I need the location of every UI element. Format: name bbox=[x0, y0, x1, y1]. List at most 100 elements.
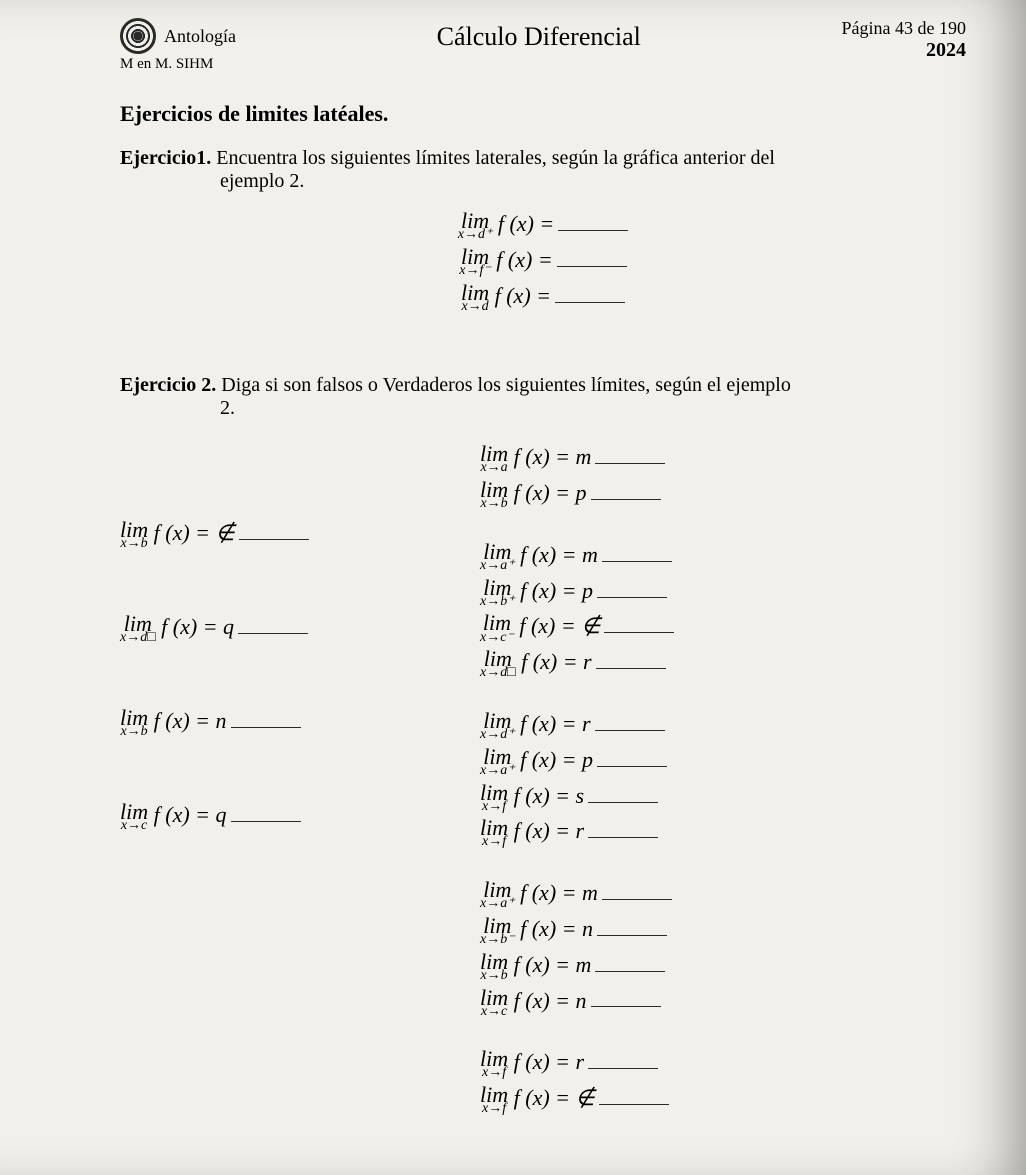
function-fx: f (x) bbox=[156, 614, 203, 639]
header: Antología M en M. SIHM Cálculo Diferenci… bbox=[120, 18, 966, 73]
answer-blank[interactable] bbox=[555, 289, 625, 302]
answer-blank[interactable] bbox=[588, 1056, 658, 1069]
lim-symbol: limx→f bbox=[480, 816, 508, 850]
function-fx: f (x) bbox=[489, 283, 536, 308]
left-group: limx→c f (x) = q bbox=[120, 800, 420, 834]
left-group: limx→d□ f (x) = q bbox=[120, 612, 420, 646]
answer-blank[interactable] bbox=[231, 715, 301, 728]
ex2-right-col: limx→a f (x) = mlimx→b f (x) = p limx→a⁺ … bbox=[480, 440, 966, 1145]
ex2-left-col: limx→b f (x) = ∉ limx→d□ f (x) = q limx→b … bbox=[120, 440, 420, 1145]
equals-rhs: = ∉ bbox=[561, 613, 601, 638]
limit-equation: limx→c⁻ f (x) = ∉ bbox=[480, 611, 966, 645]
answer-blank[interactable] bbox=[238, 621, 308, 634]
lim-symbol: limx→a⁺ bbox=[480, 878, 515, 912]
logo-icon bbox=[120, 18, 156, 54]
lim-symbol: limx→f⁻ bbox=[459, 245, 491, 279]
lim-symbol: limx→c bbox=[120, 800, 148, 834]
limit-equation: limx→b⁺ f (x) = p bbox=[480, 576, 966, 610]
limit-equation: limx→f f (x) = s bbox=[480, 781, 966, 815]
function-fx: f (x) bbox=[515, 916, 562, 941]
equals-rhs: = r bbox=[555, 818, 584, 843]
limit-equation: limx→a⁺ f (x) = p bbox=[480, 745, 966, 779]
answer-blank[interactable] bbox=[597, 923, 667, 936]
lim-symbol: limx→f bbox=[480, 781, 508, 815]
limit-equation: limx→a⁺ f (x) = m bbox=[480, 540, 966, 574]
function-fx: f (x) bbox=[508, 480, 555, 505]
answer-blank[interactable] bbox=[558, 218, 628, 231]
answer-blank[interactable] bbox=[602, 887, 672, 900]
answer-blank[interactable] bbox=[591, 487, 661, 500]
answer-blank[interactable] bbox=[239, 527, 309, 540]
answer-blank[interactable] bbox=[588, 825, 658, 838]
answer-blank[interactable] bbox=[595, 718, 665, 731]
exercise-2-text: Diga si son falsos o Verdaderos los sigu… bbox=[221, 374, 791, 396]
answer-blank[interactable] bbox=[597, 584, 667, 597]
limit-equation: limx→b⁻ f (x) = n bbox=[480, 914, 966, 948]
answer-blank[interactable] bbox=[595, 451, 665, 464]
right-group: limx→a f (x) = mlimx→b f (x) = p bbox=[480, 442, 966, 512]
page-number: Página 43 de 190 bbox=[842, 18, 966, 39]
limit-equation: limx→f⁻ f (x) = bbox=[120, 245, 966, 279]
lim-symbol: limx→f bbox=[480, 1083, 508, 1117]
lim-symbol: limx→d bbox=[461, 281, 489, 315]
lim-symbol: limx→d□ bbox=[120, 612, 156, 646]
page-number-block: Página 43 de 190 2024 bbox=[842, 18, 966, 62]
answer-blank[interactable] bbox=[595, 958, 665, 971]
lim-symbol: limx→b⁻ bbox=[480, 914, 515, 948]
function-fx: f (x) bbox=[492, 211, 539, 236]
answer-blank[interactable] bbox=[588, 789, 658, 802]
limit-equation: limx→d⁺ f (x) = bbox=[120, 209, 966, 243]
page: Antología M en M. SIHM Cálculo Diferenci… bbox=[0, 0, 1026, 1175]
function-fx: f (x) bbox=[508, 952, 555, 977]
right-group: limx→f f (x) = r limx→f f (x) = ∉ bbox=[480, 1047, 966, 1117]
equals-rhs: = bbox=[539, 211, 554, 236]
section-title: Ejercicios de limites latéales. bbox=[120, 101, 966, 127]
limit-equation: limx→d⁺ f (x) = r bbox=[480, 709, 966, 743]
equals-rhs: = bbox=[538, 247, 553, 272]
equals-rhs: = r bbox=[562, 711, 591, 736]
lim-symbol: limx→a⁺ bbox=[480, 540, 515, 574]
function-fx: f (x) bbox=[515, 542, 562, 567]
limit-equation: limx→b f (x) = n bbox=[120, 706, 420, 740]
equals-rhs: = q bbox=[203, 614, 234, 639]
answer-blank[interactable] bbox=[597, 754, 667, 767]
lim-symbol: limx→b bbox=[480, 478, 508, 512]
doc-title: Cálculo Diferencial bbox=[437, 22, 641, 52]
equals-rhs: = r bbox=[555, 1049, 584, 1074]
answer-blank[interactable] bbox=[602, 549, 672, 562]
equals-rhs: = q bbox=[195, 802, 226, 827]
limit-equation: limx→d□ f (x) = q bbox=[120, 612, 420, 646]
function-fx: f (x) bbox=[508, 1049, 555, 1074]
equals-rhs: = m bbox=[555, 952, 591, 977]
limit-equation: limx→a⁺ f (x) = m bbox=[480, 878, 966, 912]
answer-blank[interactable] bbox=[591, 994, 661, 1007]
equals-rhs: = p bbox=[562, 747, 593, 772]
left-group: limx→b f (x) = n bbox=[120, 706, 420, 740]
lim-symbol: limx→b bbox=[120, 706, 148, 740]
limit-equation: limx→f f (x) = ∉ bbox=[480, 1083, 966, 1117]
equals-rhs: = ∉ bbox=[195, 520, 235, 545]
function-fx: f (x) bbox=[148, 802, 195, 827]
lim-symbol: limx→b⁺ bbox=[480, 576, 515, 610]
function-fx: f (x) bbox=[508, 818, 555, 843]
equals-rhs: = ∉ bbox=[555, 1085, 595, 1110]
lim-symbol: limx→d□ bbox=[480, 647, 516, 681]
answer-blank[interactable] bbox=[557, 254, 627, 267]
lim-symbol: limx→b bbox=[120, 518, 148, 552]
limit-equation: limx→b f (x) = m bbox=[480, 950, 966, 984]
limit-equation: limx→b f (x) = ∉ bbox=[120, 518, 420, 552]
limit-equation: limx→b f (x) = p bbox=[480, 478, 966, 512]
header-left: Antología M en M. SIHM bbox=[120, 18, 236, 73]
answer-blank[interactable] bbox=[599, 1092, 669, 1105]
function-fx: f (x) bbox=[515, 578, 562, 603]
answer-blank[interactable] bbox=[604, 620, 674, 633]
lim-symbol: limx→d⁺ bbox=[458, 209, 493, 243]
function-fx: f (x) bbox=[148, 708, 195, 733]
equals-rhs: = p bbox=[562, 578, 593, 603]
limit-equation: limx→d f (x) = bbox=[120, 281, 966, 315]
answer-blank[interactable] bbox=[231, 808, 301, 821]
answer-blank[interactable] bbox=[596, 656, 666, 669]
limit-equation: limx→c f (x) = q bbox=[120, 800, 420, 834]
limit-equation: limx→c f (x) = n bbox=[480, 986, 966, 1020]
equals-rhs: = m bbox=[562, 880, 598, 905]
